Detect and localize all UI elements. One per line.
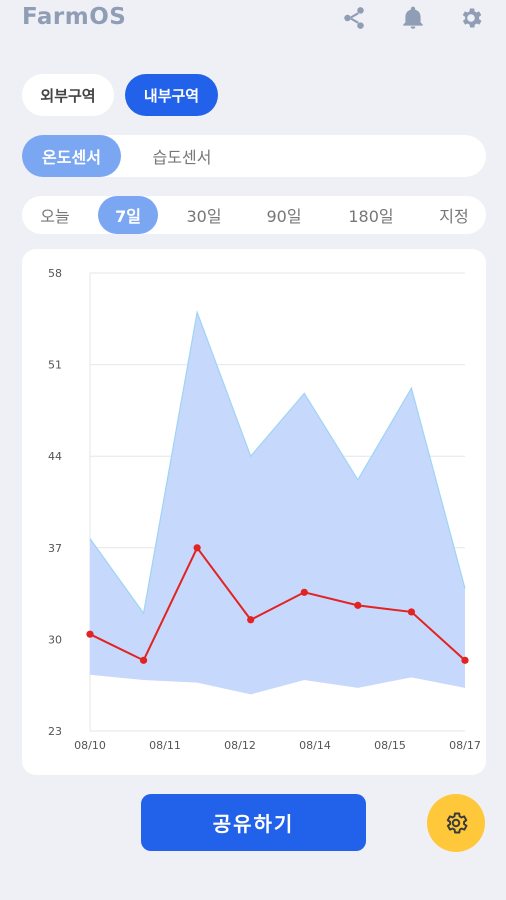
period-selector: 오늘 7일 30일 90일 180일 지정	[22, 196, 486, 234]
y-tick-label: 30	[48, 633, 62, 646]
notification-button[interactable]	[399, 4, 427, 32]
sensor-tab-temperature[interactable]: 온도센서	[22, 135, 121, 177]
app-header: FarmOS	[0, 0, 506, 40]
average-point[interactable]	[354, 601, 362, 609]
x-tick-label: 08/12	[224, 739, 256, 752]
share-action-button[interactable]: 공유하기	[141, 794, 366, 851]
average-point[interactable]	[407, 608, 416, 616]
average-point[interactable]	[86, 630, 94, 638]
bell-icon	[403, 6, 423, 29]
gear-icon	[446, 812, 468, 834]
period-tab-30d[interactable]: 30일	[186, 207, 222, 226]
y-tick-label: 51	[48, 359, 62, 372]
average-point[interactable]	[193, 544, 201, 552]
gear-icon	[462, 8, 482, 28]
average-point[interactable]	[461, 656, 469, 664]
period-tab-180d[interactable]: 180일	[348, 207, 394, 226]
y-tick-label: 58	[48, 267, 62, 280]
zone-tab-outer[interactable]: 외부구역	[22, 74, 114, 116]
chart-settings-button[interactable]	[427, 794, 485, 852]
x-tick-label: 08/15	[374, 739, 406, 752]
share-icon	[344, 7, 364, 29]
y-tick-label: 23	[48, 725, 62, 738]
temperature-chart: 23 30 37 44 51 58 08/10 08/11 08/12 08/14 08/15 08…	[48, 267, 481, 752]
x-tick-label: 08/17	[449, 739, 481, 752]
zone-tab-inner[interactable]: 내부구역	[125, 74, 218, 116]
period-tab-90d[interactable]: 90일	[266, 207, 302, 226]
settings-button[interactable]	[457, 4, 485, 32]
average-point[interactable]	[139, 656, 148, 664]
y-tick-label: 44	[48, 450, 62, 463]
app-logo: FarmOS	[22, 4, 127, 30]
temperature-chart-card: 23 30 37 44 51 58 08/10 08/11 08/12 08/14 08/15 08…	[22, 249, 486, 775]
x-tick-label: 08/10	[74, 739, 106, 752]
period-tab-7d[interactable]: 7일	[98, 196, 158, 234]
average-line	[89, 545, 466, 662]
average-point[interactable]	[247, 616, 255, 624]
share-button[interactable]	[340, 4, 368, 32]
range-upper-line	[89, 309, 466, 615]
x-tick-label: 08/11	[149, 739, 181, 752]
period-tab-today[interactable]: 오늘	[40, 207, 70, 226]
sensor-selector: 온도센서 습도센서	[22, 135, 486, 177]
x-tick-label: 08/14	[299, 739, 331, 752]
y-tick-label: 37	[48, 542, 62, 555]
sensor-tab-humidity[interactable]: 습도센서	[152, 148, 212, 167]
period-tab-custom[interactable]: 지정	[439, 207, 469, 226]
average-point[interactable]	[300, 588, 308, 596]
range-area	[90, 312, 465, 695]
